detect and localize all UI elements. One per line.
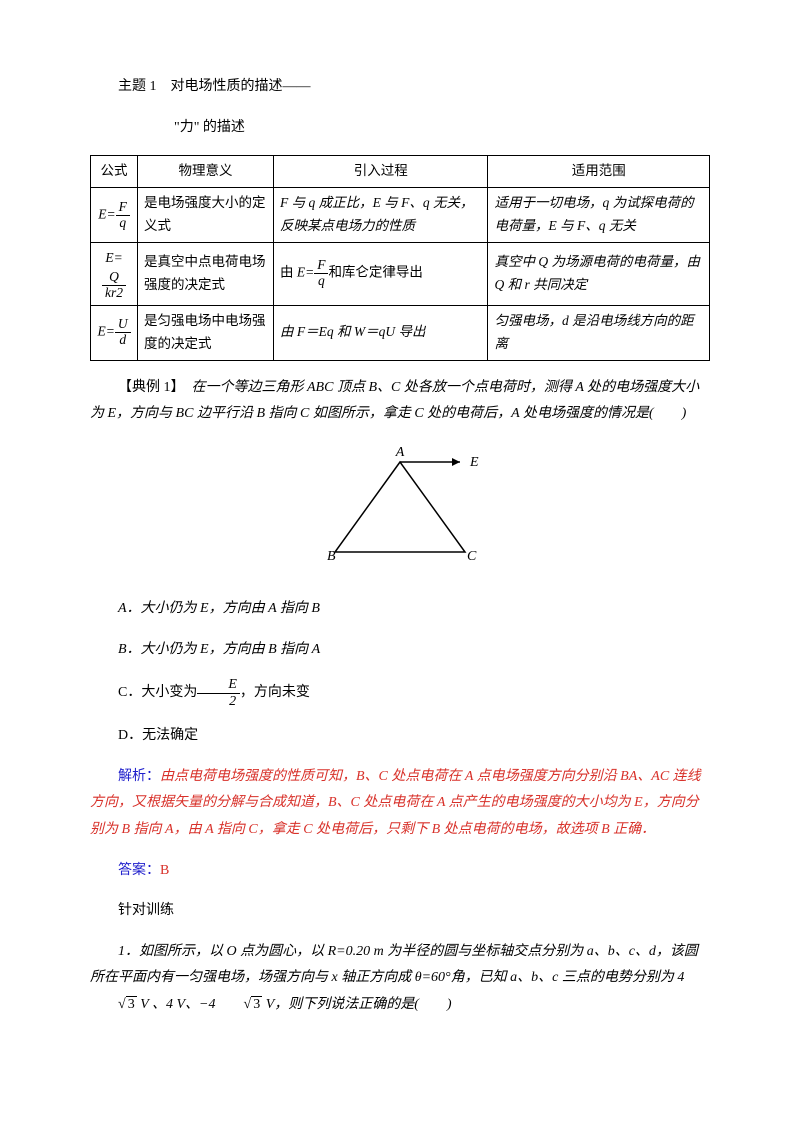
meaning-1: 是电场强度大小的定义式 [138,188,274,243]
table-row: E=Ud 是匀强电场中电场强度的决定式 由 F＝Eq 和 W＝qU 导出 匀强电… [91,305,710,360]
analysis: 解析：由点电荷电场强度的性质可知，B、C 处点电荷在 A 点电场强度方向分别沿 … [90,764,710,844]
option-d: D．无法确定 [90,723,710,750]
th-intro: 引入过程 [273,156,488,188]
meaning-2: 是真空中点电荷电场强度的决定式 [138,243,274,306]
th-scope: 适用范围 [488,156,710,188]
formula-1: E=Fq [91,188,138,243]
option-b: B．大小仍为 E，方向由 B 指向 A [90,637,710,664]
topic-title-2: "力" 的描述 [90,115,710,142]
practice-label: 针对训练 [90,898,710,925]
table-row: E=Qkr2 是真空中点电荷电场强度的决定式 由 E=Fq和库仑定律导出 真空中… [91,243,710,306]
practice-q1: 1．如图所示，以 O 点为圆心，以 R=0.20 m 为半径的圆与坐标轴交点分别… [90,939,710,1019]
intro-3: 由 F＝Eq 和 W＝qU 导出 [273,305,488,360]
table-row: E=Fq 是电场强度大小的定义式 F 与 q 成正比，E 与 F、q 无关，反映… [91,188,710,243]
scope-1: 适用于一切电场，q 为试探电荷的电荷量，E 与 F、q 无关 [488,188,710,243]
answer-line: 答案：B [90,858,710,885]
svg-text:C: C [467,549,477,564]
intro-2: 由 E=Fq和库仑定律导出 [273,243,488,306]
th-formula: 公式 [91,156,138,188]
intro-1: F 与 q 成正比，E 与 F、q 无关，反映某点电场力的性质 [273,188,488,243]
example-label: 【典例 1】 [118,380,178,395]
svg-text:B: B [327,549,336,564]
triangle-diagram: A E B C [90,442,710,583]
scope-3: 匀强电场，d 是沿电场线方向的距离 [488,305,710,360]
option-a: A．大小仍为 E，方向由 A 指向 B [90,596,710,623]
topic-title-1: 主题 1 对电场性质的描述—— [90,74,710,101]
meaning-3: 是匀强电场中电场强度的决定式 [138,305,274,360]
th-meaning: 物理意义 [138,156,274,188]
analysis-label: 解析： [118,769,160,784]
example-stem: 【典例 1】 在一个等边三角形 ABC 顶点 B、C 处各放一个点电荷时，测得 … [90,375,710,428]
formula-table: 公式 物理意义 引入过程 适用范围 E=Fq 是电场强度大小的定义式 F 与 q… [90,155,710,360]
formula-2: E=Qkr2 [91,243,138,306]
svg-text:E: E [469,455,479,470]
answer-value: B [160,863,169,878]
option-c: C．大小变为E2，方向未变 [90,677,710,709]
svg-text:A: A [395,445,405,460]
formula-3: E=Ud [91,305,138,360]
scope-2: 真空中 Q 为场源电荷的电荷量，由 Q 和 r 共同决定 [488,243,710,306]
answer-label: 答案： [118,863,160,878]
